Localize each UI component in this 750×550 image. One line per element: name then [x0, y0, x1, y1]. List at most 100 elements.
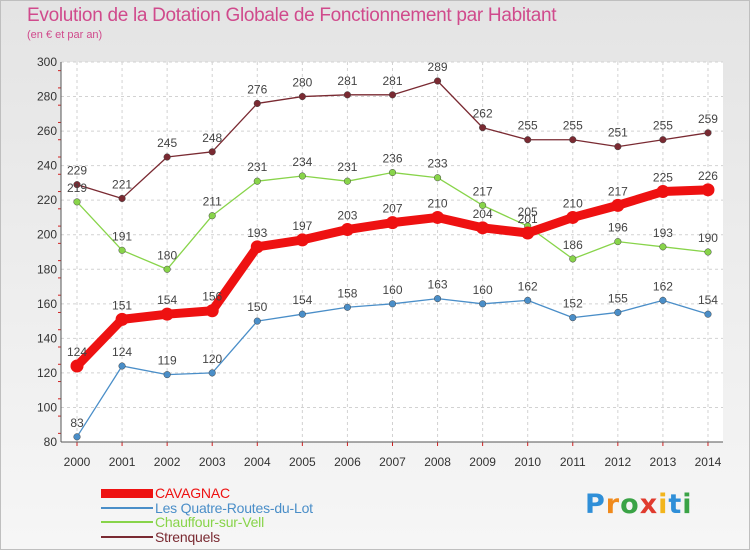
data-point	[656, 185, 670, 199]
y-tick-label: 260	[37, 124, 57, 138]
legend-item: Les Quatre-Routes-du-Lot	[101, 501, 313, 516]
data-point	[614, 238, 622, 246]
legend-item: Strenquels	[101, 530, 313, 545]
grid	[61, 61, 723, 443]
legend-item: Chauffour-sur-Vell	[101, 515, 313, 530]
data-label: 124	[67, 345, 87, 359]
data-point	[659, 243, 667, 251]
proxiti-logo: Proxiti	[585, 489, 693, 520]
data-label: 226	[698, 169, 718, 183]
data-point	[163, 265, 171, 273]
x-tick-label: 2007	[379, 455, 406, 469]
data-label: 205	[518, 205, 538, 219]
data-label: 152	[563, 297, 583, 311]
data-point	[205, 304, 219, 318]
data-label: 203	[337, 209, 357, 223]
data-point	[704, 310, 712, 318]
legend-swatch	[101, 506, 153, 509]
data-point	[253, 177, 261, 185]
y-tick-label: 300	[37, 55, 57, 69]
data-label: 236	[382, 152, 402, 166]
data-label: 190	[698, 231, 718, 245]
data-point	[524, 296, 532, 304]
data-label: 248	[202, 131, 222, 145]
data-point	[208, 148, 216, 156]
data-point	[704, 129, 712, 137]
data-label: 180	[157, 248, 177, 262]
x-tick-label: 2000	[64, 455, 91, 469]
x-tick-label: 2005	[289, 455, 316, 469]
data-point	[343, 303, 351, 311]
x-tick-label: 2014	[695, 455, 722, 469]
data-label: 154	[157, 293, 177, 307]
legend-swatch	[101, 521, 153, 524]
y-tick-label: 180	[37, 262, 57, 276]
axes: 80 100 120 140 160 180 200 220 240 260 280 300 2000 2…	[37, 55, 723, 469]
y-tick-label: 140	[37, 331, 57, 345]
data-label: 262	[473, 107, 493, 121]
series-group: 229 221 245 248 276 280 281 281 289 262 255 255 251 2…	[67, 60, 718, 441]
data-label: 233	[428, 157, 448, 171]
data-point	[659, 296, 667, 304]
x-tick-label: 2010	[514, 455, 541, 469]
y-tick-label: 280	[37, 90, 57, 104]
data-point	[343, 177, 351, 185]
data-point	[208, 212, 216, 220]
data-point	[434, 77, 442, 85]
data-label: 217	[473, 184, 493, 198]
data-point	[611, 198, 625, 212]
data-label: 276	[247, 82, 267, 96]
x-tick-label: 2001	[109, 455, 136, 469]
legend-label: Les Quatre-Routes-du-Lot	[155, 499, 313, 516]
logo-letter: i	[682, 489, 693, 520]
data-point	[118, 194, 126, 203]
data-label: 221	[112, 177, 132, 191]
y-tick-label: 240	[37, 159, 57, 173]
data-point	[115, 312, 129, 326]
data-point	[208, 369, 216, 377]
data-label: 162	[653, 279, 673, 293]
data-point	[388, 300, 397, 308]
data-label: 225	[653, 171, 673, 185]
data-label: 191	[112, 229, 132, 243]
data-point	[388, 168, 397, 177]
data-point	[434, 295, 442, 303]
data-point	[434, 174, 442, 182]
data-point	[295, 233, 309, 247]
data-label: 158	[337, 286, 357, 300]
data-point	[118, 246, 126, 254]
data-label: 255	[563, 119, 583, 133]
data-label: 154	[292, 293, 312, 307]
data-point	[614, 143, 622, 151]
plot-area	[61, 62, 723, 442]
data-point	[614, 308, 622, 317]
data-label: 197	[292, 219, 312, 233]
legend: CAVAGNAC Les Quatre-Routes-du-Lot Chauffou…	[101, 486, 313, 544]
data-label: 211	[203, 195, 222, 209]
data-label: 281	[382, 74, 402, 88]
chart-subtitle: (en € et par an)	[27, 29, 103, 41]
data-label: 160	[382, 283, 402, 297]
data-label: 162	[518, 279, 538, 293]
data-label: 124	[112, 345, 132, 359]
x-tick-label: 2011	[560, 455, 586, 469]
data-label: 207	[382, 202, 402, 216]
data-label: 259	[698, 112, 718, 126]
x-tick-label: 2008	[424, 455, 451, 469]
x-tick-label: 2013	[650, 455, 677, 469]
x-tick-label: 2004	[244, 455, 271, 469]
legend-item: CAVAGNAC	[101, 486, 313, 501]
x-tick-label: 2009	[469, 455, 496, 469]
y-tick-label: 200	[37, 228, 57, 242]
logo-letter: o	[620, 489, 640, 520]
data-label: 229	[67, 164, 87, 178]
logo-letter: P	[585, 489, 606, 520]
logo-letter: x	[639, 489, 659, 520]
data-point	[385, 216, 399, 230]
data-label: 280	[292, 76, 312, 90]
data-point	[253, 99, 261, 108]
x-tick-label: 2003	[199, 455, 226, 469]
x-tick-label: 2006	[334, 455, 361, 469]
